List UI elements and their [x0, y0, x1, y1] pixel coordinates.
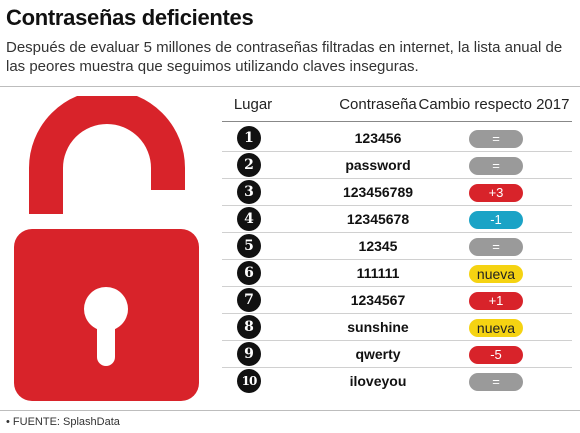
top-divider: [0, 86, 580, 87]
password-cell: qwerty: [355, 346, 401, 362]
table-row: 10 iloveyou =: [222, 368, 572, 395]
password-cell: 1234567: [350, 292, 406, 308]
rank-circle: 5: [237, 234, 261, 258]
header-change: Cambio respecto 2017: [418, 96, 570, 113]
keyhole-top: [84, 287, 128, 331]
rank-circle: 2: [237, 153, 261, 177]
password-cell: password: [345, 157, 411, 173]
row-divider: [222, 151, 572, 152]
password-cell: 123456: [354, 130, 402, 146]
change-badge: =: [469, 373, 523, 391]
row-divider: [222, 178, 572, 179]
rank-circle: 6: [237, 261, 261, 285]
row-divider: [222, 313, 572, 314]
password-cell: sunshine: [347, 319, 409, 335]
change-badge: nueva: [469, 265, 523, 283]
header-password: Contraseña: [339, 96, 417, 113]
header-rank: Lugar: [233, 96, 273, 113]
rank-circle: 7: [237, 288, 261, 312]
password-cell: 12345: [358, 238, 398, 254]
change-badge: =: [469, 157, 523, 175]
page-title: Contraseñas deficientes: [6, 5, 254, 30]
source-note: • FUENTE: SplashData: [6, 416, 120, 428]
table-row: 2 password =: [222, 152, 572, 179]
table-row: 6 111111 nueva: [222, 260, 572, 287]
row-divider: [222, 367, 572, 368]
password-cell: 123456789: [342, 184, 414, 200]
row-divider: [222, 232, 572, 233]
table-row: 4 12345678 -1: [222, 206, 572, 233]
keyhole-slot: [97, 316, 115, 366]
row-divider: [222, 340, 572, 341]
table-row: 9 qwerty -5: [222, 341, 572, 368]
bottom-divider: [0, 410, 580, 411]
rank-circle: 8: [237, 315, 261, 339]
table-row: 7 1234567 +1: [222, 287, 572, 314]
change-badge: =: [469, 130, 523, 148]
change-badge: +3: [469, 184, 523, 202]
change-badge: +1: [469, 292, 523, 310]
page-subtitle: Después de evaluar 5 millones de contras…: [6, 39, 563, 75]
rank-circle: 9: [237, 342, 261, 366]
change-badge: -1: [469, 211, 523, 229]
password-cell: 111111: [356, 265, 400, 281]
rank-circle: 10: [237, 369, 261, 393]
change-badge: nueva: [469, 319, 523, 337]
row-divider: [222, 286, 572, 287]
header-divider: [222, 121, 572, 122]
row-divider: [222, 259, 572, 260]
table-row: 5 12345 =: [222, 233, 572, 260]
change-badge: =: [469, 238, 523, 256]
open-padlock-icon: [14, 96, 199, 401]
table-row: 8 sunshine nueva: [222, 314, 572, 341]
row-divider: [222, 205, 572, 206]
rank-circle: 1: [237, 126, 261, 150]
rank-circle: 3: [237, 180, 261, 204]
table-row: 1 123456 =: [222, 125, 572, 152]
change-badge: -5: [469, 346, 523, 364]
table-row: 3 123456789 +3: [222, 179, 572, 206]
password-cell: 12345678: [346, 211, 410, 227]
padlock-shackle: [28, 96, 185, 214]
password-cell: iloveyou: [349, 373, 407, 389]
rank-circle: 4: [237, 207, 261, 231]
